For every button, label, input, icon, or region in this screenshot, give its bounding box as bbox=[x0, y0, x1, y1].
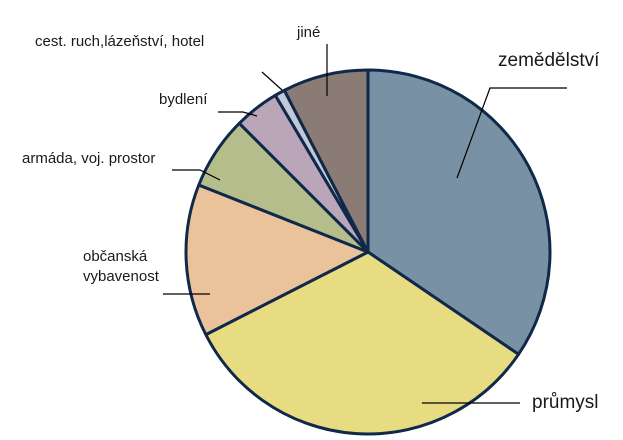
label-cest-ruch: cest. ruch,lázeňství, hotel bbox=[35, 33, 204, 50]
leader-zemedelstvi bbox=[456, 87, 567, 179]
leader-cest-ruch bbox=[261, 71, 283, 91]
label-zemedelstvi: zemědělství bbox=[498, 50, 600, 71]
label-prumysl: průmysl bbox=[532, 392, 599, 413]
leader-lines bbox=[163, 44, 567, 404]
leader-bydleni bbox=[218, 111, 258, 117]
pie-slice-0 bbox=[366, 68, 552, 356]
label-bydleni: bydlení bbox=[159, 91, 208, 108]
leader-armada bbox=[172, 169, 221, 181]
pie-slice-2 bbox=[184, 183, 370, 337]
pie-slices bbox=[184, 68, 552, 436]
label-obcanska-line1: občanská bbox=[83, 248, 148, 265]
pie-slice-1 bbox=[204, 250, 521, 436]
pie-slice-6 bbox=[282, 68, 370, 254]
label-armada: armáda, voj. prostor bbox=[22, 150, 155, 167]
label-jine: jiné bbox=[296, 24, 320, 41]
label-obcanska-line2: vybavenost bbox=[83, 268, 160, 285]
